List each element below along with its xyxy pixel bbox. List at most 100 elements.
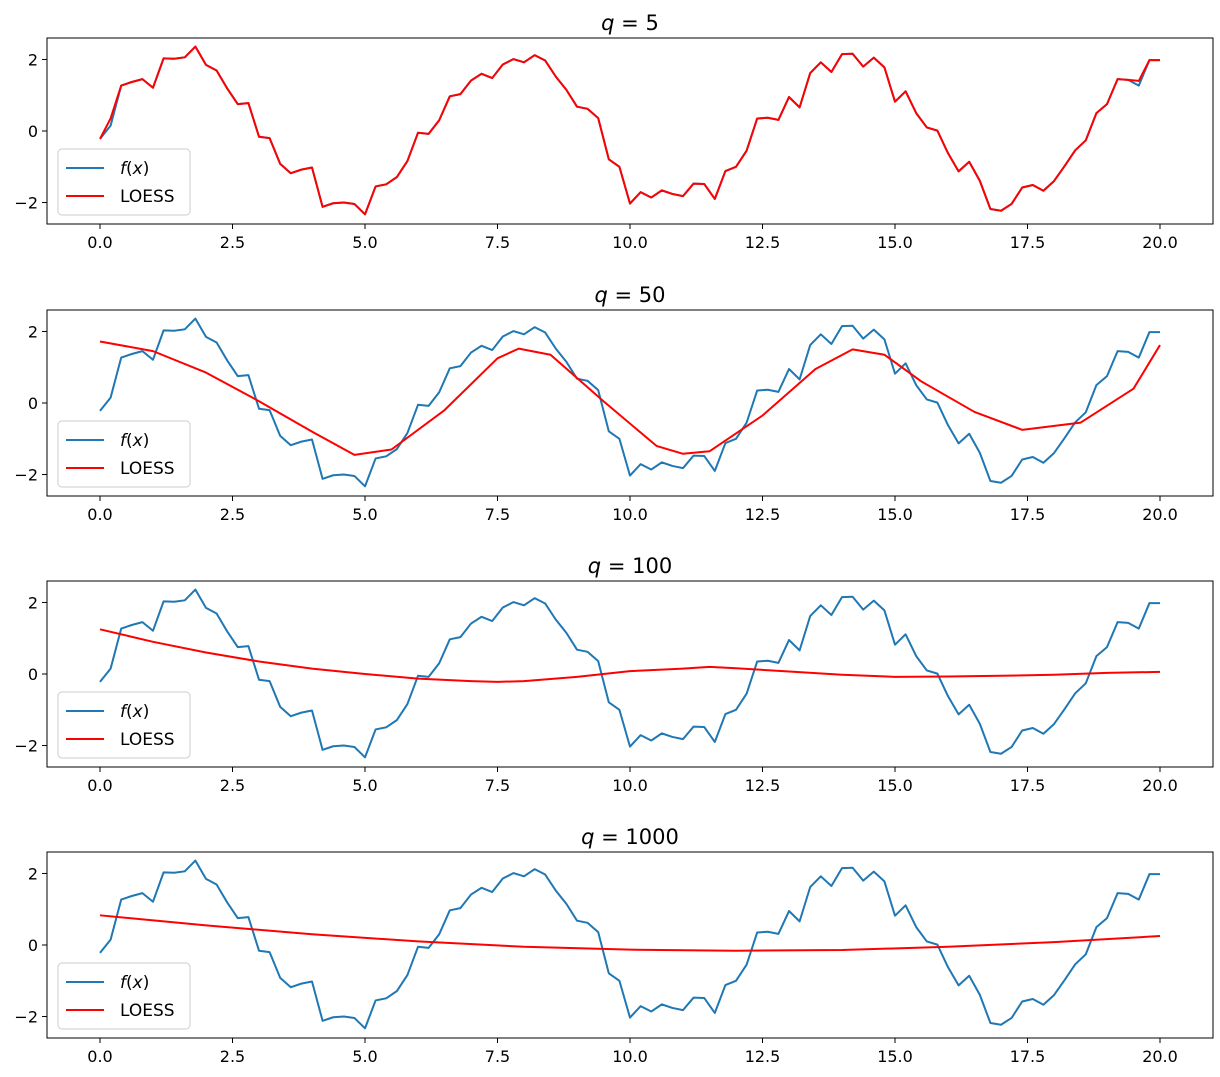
x-tick-label: 10.0 <box>612 505 648 524</box>
title-value: 50 <box>639 283 666 307</box>
legend-loess-label: LOESS <box>120 187 175 207</box>
x-tick-label: 2.5 <box>220 505 245 524</box>
y-tick-label: 0 <box>28 122 38 141</box>
x-tick-label: 20.0 <box>1142 776 1178 795</box>
x-tick-label: 10.0 <box>612 776 648 795</box>
legend-paren-open: ( <box>126 702 133 722</box>
x-tick-label: 10.0 <box>612 1047 648 1066</box>
x-tick-label: 0.0 <box>87 1047 112 1066</box>
x-tick-label: 12.5 <box>745 233 781 252</box>
title-variable: q <box>601 11 614 35</box>
legend-fn-name: f <box>120 702 129 722</box>
legend-paren-close: ) <box>143 431 150 451</box>
subplot-title: q = 100 <box>588 554 672 578</box>
x-tick-label: 20.0 <box>1142 1047 1178 1066</box>
legend-paren-open: ( <box>126 159 133 179</box>
fx-line <box>99 317 1160 488</box>
title-variable: q <box>594 283 607 307</box>
axes-frame <box>46 37 1214 225</box>
title-equals: = <box>615 11 646 35</box>
legend-fx-label: f(x) <box>120 431 149 451</box>
y-tick-label: 0 <box>28 394 38 413</box>
fx-line <box>99 588 1160 759</box>
legend-fn-arg: x <box>132 431 144 451</box>
x-tick-label: 15.0 <box>877 776 913 795</box>
x-tick-label: 7.5 <box>485 1047 510 1066</box>
legend: f(x) LOESS <box>57 420 191 488</box>
legend-fn-arg: x <box>132 973 144 993</box>
x-tick-label: 12.5 <box>745 505 781 524</box>
x-tick-label: 10.0 <box>612 233 648 252</box>
title-equals: = <box>601 554 632 578</box>
axes-frame <box>46 851 1214 1039</box>
x-tick-label: 5.0 <box>352 233 377 252</box>
subplot-3: q = 100 0.0 2.5 5.0 7.5 10.0 12.5 15.0 17.5 20.0 −… <box>14 554 1214 795</box>
x-tick-label: 15.0 <box>877 233 913 252</box>
legend-fx-label: f(x) <box>120 702 149 722</box>
title-value: 1000 <box>625 825 678 849</box>
title-value: 5 <box>645 11 658 35</box>
loess-line <box>99 628 1161 683</box>
y-tick-label: 2 <box>28 50 38 69</box>
subplot-1: q = 5 0.0 2.5 5.0 7.5 10.0 12.5 15.0 17.5 20.0 −2 0… <box>14 11 1214 252</box>
y-tick-label: 2 <box>28 593 38 612</box>
legend-fn-name: f <box>120 431 129 451</box>
x-tick-label: 0.0 <box>87 776 112 795</box>
fx-line <box>99 859 1160 1030</box>
title-value: 100 <box>632 554 672 578</box>
x-tick-label: 12.5 <box>745 776 781 795</box>
legend-box <box>57 691 191 759</box>
y-tick-label: −2 <box>14 1008 38 1027</box>
legend-fx-label: f(x) <box>120 973 149 993</box>
legend-paren-open: ( <box>126 973 133 993</box>
legend-loess-label: LOESS <box>120 730 175 750</box>
title-equals: = <box>594 825 625 849</box>
x-tick-label: 5.0 <box>352 1047 377 1066</box>
loess-line <box>99 45 1160 216</box>
axes-frame <box>46 309 1214 497</box>
loess-line <box>99 914 1161 952</box>
y-tick-label: 2 <box>28 864 38 883</box>
x-tick-label: 7.5 <box>485 233 510 252</box>
title-variable: q <box>581 825 594 849</box>
legend-fn-name: f <box>120 159 129 179</box>
legend-fn-arg: x <box>132 702 144 722</box>
y-tick-label: 2 <box>28 322 38 341</box>
subplot-title: q = 1000 <box>581 825 679 849</box>
y-tick-label: −2 <box>14 466 38 485</box>
y-tick-label: 0 <box>28 665 38 684</box>
legend: f(x) LOESS <box>57 691 191 759</box>
legend-paren-close: ) <box>143 159 150 179</box>
x-tick-label: 15.0 <box>877 505 913 524</box>
legend-paren-close: ) <box>143 973 150 993</box>
title-variable: q <box>588 554 601 578</box>
x-tick-label: 0.0 <box>87 505 112 524</box>
subplot-title: q = 50 <box>594 283 665 307</box>
legend: f(x) LOESS <box>57 148 191 216</box>
x-tick-label: 20.0 <box>1142 233 1178 252</box>
x-tick-label: 17.5 <box>1010 505 1046 524</box>
x-tick-label: 12.5 <box>745 1047 781 1066</box>
x-tick-label: 5.0 <box>352 505 377 524</box>
axes-frame <box>46 580 1214 768</box>
y-tick-label: −2 <box>14 194 38 213</box>
x-tick-label: 2.5 <box>220 1047 245 1066</box>
subplot-4: q = 1000 0.0 2.5 5.0 7.5 10.0 12.5 15.0 17.5 20.0… <box>14 825 1214 1066</box>
x-tick-label: 2.5 <box>220 233 245 252</box>
x-tick-label: 20.0 <box>1142 505 1178 524</box>
x-tick-label: 17.5 <box>1010 1047 1046 1066</box>
legend-paren-close: ) <box>143 702 150 722</box>
x-tick-label: 7.5 <box>485 776 510 795</box>
x-tick-label: 0.0 <box>87 233 112 252</box>
x-tick-label: 17.5 <box>1010 776 1046 795</box>
fx-line <box>99 45 1160 216</box>
subplot-title: q = 5 <box>601 11 659 35</box>
legend-fn-name: f <box>120 973 129 993</box>
legend-paren-open: ( <box>126 431 133 451</box>
legend-box <box>57 420 191 488</box>
legend-loess-label: LOESS <box>120 459 175 479</box>
y-tick-label: 0 <box>28 936 38 955</box>
legend-loess-label: LOESS <box>120 1001 175 1021</box>
title-equals: = <box>608 283 639 307</box>
legend-fx-label: f(x) <box>120 159 149 179</box>
